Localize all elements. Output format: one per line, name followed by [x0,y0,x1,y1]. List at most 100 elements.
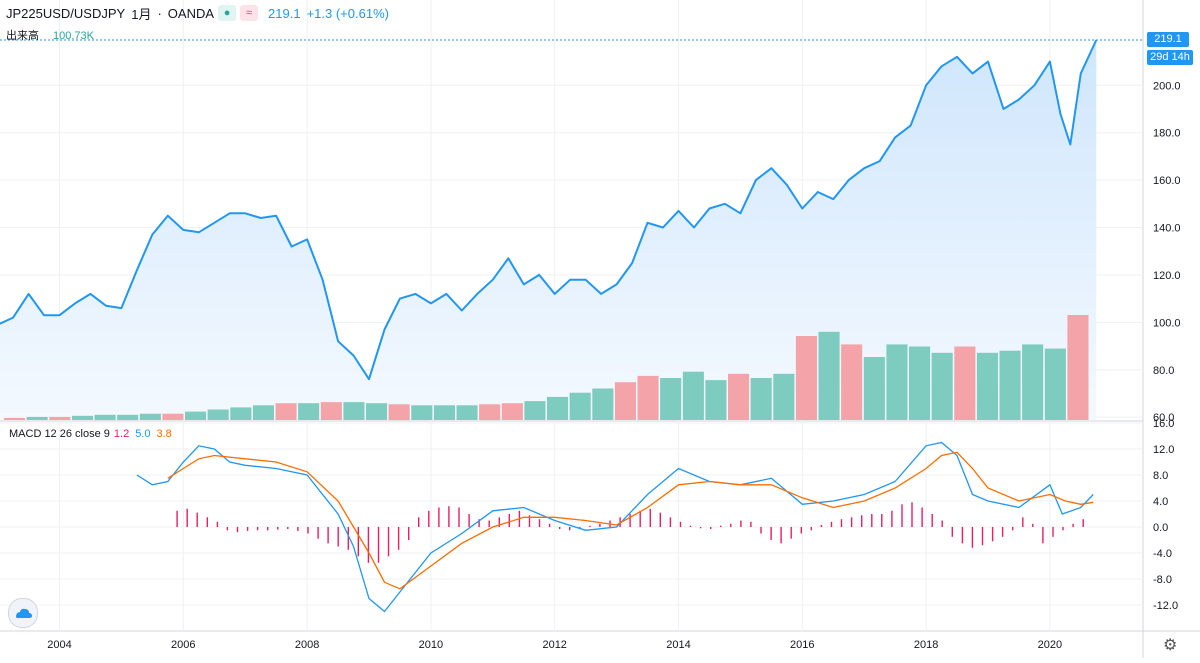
volume-bar [185,411,207,420]
volume-bar [230,407,252,420]
volume-bar [547,396,569,420]
last-price-tag: 219.1 [1147,32,1189,47]
x-tick-label: 2016 [790,639,814,651]
volume-bar [795,336,817,420]
macd-line-value: 5.0 [135,428,151,440]
y-tick-label: 120.0 [1153,270,1181,282]
x-tick-label: 2004 [47,639,71,651]
macd-tick-label: 8.0 [1153,470,1168,482]
price-area [0,40,1097,420]
macd-legend: MACD 12 26 close 9 1.2 5.0 3.8 [9,428,172,440]
signal-line [167,451,1094,590]
macd-title: MACD 12 26 close 9 [9,428,110,440]
interval-label[interactable]: 1月 [131,6,152,22]
symbol-name[interactable]: JP225USD/USDJPY [6,5,126,21]
volume-bar [954,346,976,420]
volume-value: 100.73K [53,30,94,42]
volume-bar [637,375,659,420]
macd-line [136,441,1094,613]
x-tick-label: 2008 [295,639,319,651]
volume-bar [162,413,184,420]
x-tick-label: 2012 [542,639,566,651]
y-tick-label: 180.0 [1153,128,1181,140]
volume-bar [569,392,591,420]
volume-bar [614,382,636,420]
volume-bar [252,405,274,420]
volume-bar [456,405,478,420]
volume-bar [298,403,320,420]
volume-bar [682,371,704,420]
macd-tick-label: -8.0 [1153,574,1172,586]
cloud-logo-icon[interactable] [8,598,38,628]
x-tick-label: 2010 [419,639,443,651]
volume-bar [592,388,614,420]
macd-tick-label: -4.0 [1153,548,1172,560]
volume-bar [773,373,795,420]
y-tick-label: 200.0 [1153,80,1181,92]
volume-bar [976,352,998,420]
volume-bar [660,378,682,420]
price-change: +1.3 (+0.61%) [306,5,389,21]
gear-icon[interactable]: ⚙ [1163,637,1178,654]
volume-bar [705,380,727,420]
last-value: 219.1 [268,5,301,21]
volume-bar [320,402,342,420]
volume-bar [479,404,501,421]
x-tick-label: 2014 [666,639,690,651]
wave-icon[interactable]: ≈ [240,5,259,21]
volume-bar [501,403,523,420]
separator: · [157,5,162,21]
volume-bar [49,416,71,420]
volume-bar [728,373,750,420]
volume-bar [71,415,93,420]
price-line [0,39,1098,381]
symbol-legend: JP225USD/USDJPY 1月 · OANDA ● ≈ 219.1 +1.… [6,4,389,22]
volume-bar [139,413,161,420]
y-tick-label: 160.0 [1153,175,1181,187]
volume-bar [366,403,388,420]
volume-bar [94,414,116,421]
x-tick-label: 2020 [1038,639,1062,651]
x-tick-label: 2006 [171,639,195,651]
volume-bar [750,378,772,420]
volume-bar [1022,344,1044,420]
broker-label: OANDA [167,5,215,21]
x-tick-label: 2018 [914,639,938,651]
y-tick-label: 100.0 [1153,317,1181,329]
volume-bar [931,352,953,420]
volume-bar [1067,315,1089,420]
macd-tick-label: -12.0 [1153,600,1178,612]
y-tick-label: 140.0 [1153,223,1181,235]
countdown-tag: 29d 14h [1147,50,1193,65]
y-tick-label: 80.0 [1153,365,1174,377]
volume-legend: 出来高 100.73K [6,27,94,43]
volume-bar [343,402,365,420]
circle-dot-icon[interactable]: ● [218,5,237,21]
volume-bar [999,350,1021,420]
volume-bar [411,405,433,420]
volume-bar [863,357,885,420]
volume-bar [886,344,908,420]
volume-bar [207,409,229,420]
macd-tick-label: 12.0 [1153,444,1174,456]
volume-bar [26,416,48,420]
macd-signal-value: 3.8 [156,428,172,440]
macd-tick-label: 16.0 [1153,418,1174,430]
volume-bar [275,403,297,420]
volume-bar [388,404,410,421]
macd-hist-value: 1.2 [113,428,130,440]
macd-tick-label: 0.0 [1153,522,1168,534]
volume-bar [117,414,139,421]
volume-bar [1044,348,1066,420]
volume-bar [524,401,546,420]
volume-bar [909,346,931,420]
y-tick-label: 60.0 [1153,412,1174,424]
volume-label: 出来高 [6,30,39,42]
volume-bar [818,331,840,420]
volume-bar [433,405,455,420]
volume-bar [4,417,26,420]
macd-tick-label: 4.0 [1153,496,1168,508]
volume-bar [841,344,863,420]
